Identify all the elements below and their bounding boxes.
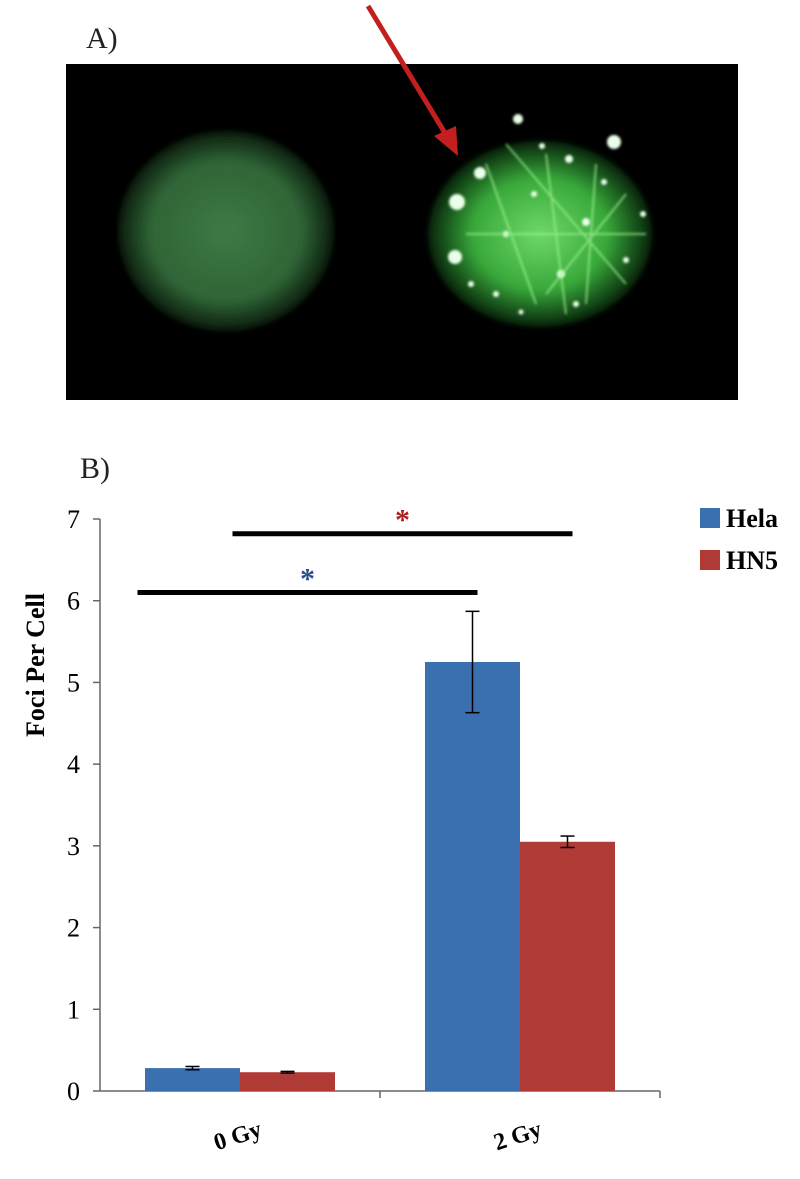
significance-annotations: ** (137, 504, 573, 596)
legend-swatch-hn5 (700, 550, 720, 570)
x-category-label: 0 Gy (211, 1116, 265, 1156)
significance-star: * (395, 504, 410, 537)
bar-hn5-0 (240, 1072, 335, 1091)
panel-a-label: A) (86, 22, 118, 55)
y-tick-label: 0 (67, 1077, 80, 1106)
legend-swatch-hela (700, 508, 720, 528)
microscopy-image (66, 64, 738, 400)
significance-star: * (300, 563, 315, 596)
y-tick-label: 1 (67, 995, 80, 1024)
arrow-icon (365, 4, 458, 156)
y-tick-label: 2 (67, 914, 80, 943)
legend-label-hela: Hela (726, 504, 778, 533)
panel-b-label: B) (80, 452, 110, 485)
y-axis-label: Foci Per Cell (21, 593, 50, 737)
legend-label-hn5: HN5 (726, 546, 778, 575)
legend: Hela HN5 (700, 504, 778, 575)
green-filaments (466, 143, 646, 315)
x-category-label: 2 Gy (491, 1116, 545, 1156)
bar-hela-1 (425, 662, 520, 1091)
y-tick-label: 4 (67, 750, 80, 779)
bar-hn5-1 (520, 841, 615, 1091)
bar-hela-0 (145, 1068, 240, 1091)
nucleus-unirradiated (118, 131, 334, 331)
y-tick-label: 6 (67, 587, 80, 616)
error-bars (185, 610, 575, 1074)
y-tick-label: 7 (67, 505, 80, 534)
y-tick-label: 5 (67, 668, 80, 697)
y-tick-label: 3 (67, 832, 80, 861)
bars (145, 662, 615, 1091)
